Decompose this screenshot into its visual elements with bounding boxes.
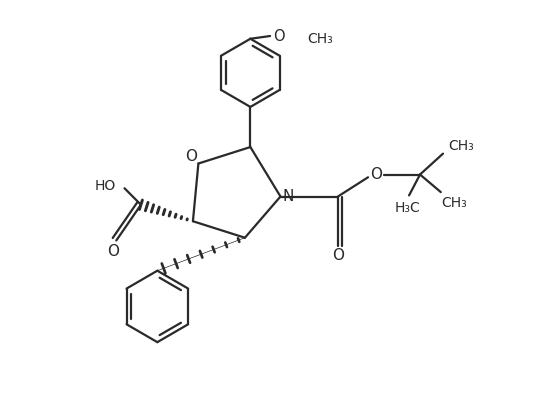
- Text: O: O: [273, 29, 285, 44]
- Text: HO: HO: [95, 178, 116, 193]
- Text: CH₃: CH₃: [441, 196, 467, 210]
- Text: CH₃: CH₃: [448, 139, 474, 153]
- Text: O: O: [108, 244, 119, 259]
- Text: O: O: [370, 167, 382, 182]
- Text: N: N: [283, 189, 294, 204]
- Text: CH₃: CH₃: [307, 32, 333, 46]
- Text: O: O: [332, 248, 344, 264]
- Text: O: O: [185, 149, 197, 164]
- Text: H₃C: H₃C: [395, 200, 421, 215]
